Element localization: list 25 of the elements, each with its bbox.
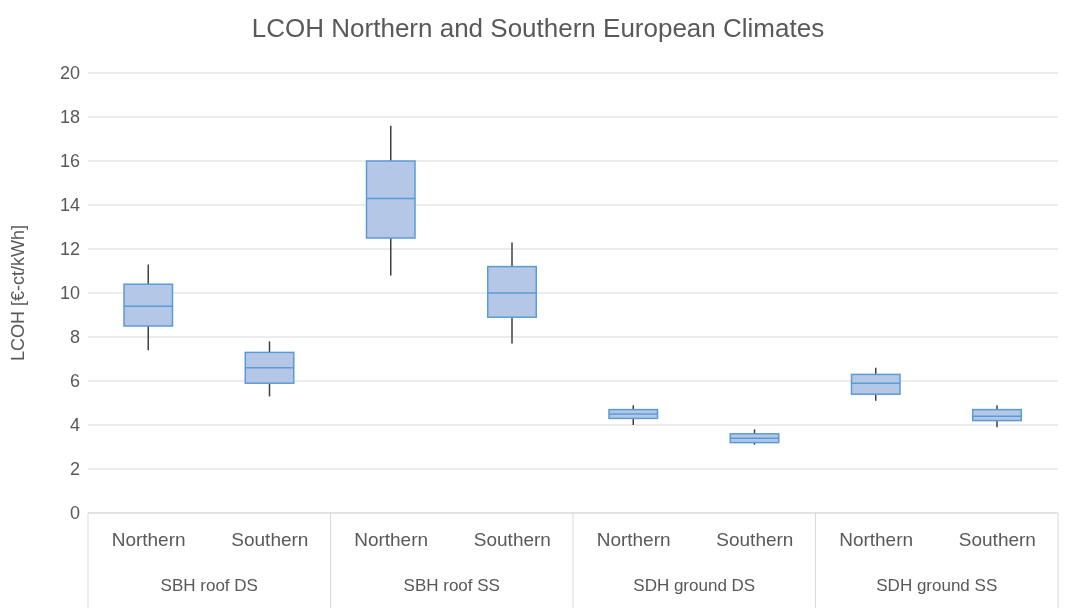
text: SDH ground DS — [633, 576, 756, 595]
text: SBH roof SS — [403, 576, 500, 595]
y-tick-label: 10 — [59, 283, 80, 304]
y-tick-label: 4 — [69, 415, 80, 436]
text: SBH roof DS — [160, 576, 258, 595]
y-tick-label: 8 — [69, 327, 80, 348]
x-tick-label: Northern — [354, 529, 429, 550]
y-tick-label: 18 — [59, 107, 80, 128]
y-tick-label: 20 — [59, 63, 80, 84]
y-tick-label: 2 — [69, 459, 80, 480]
y-tick-label: 16 — [59, 151, 80, 172]
text: SDH ground SS — [876, 576, 998, 595]
chart-title: LCOH Northern and Southern European Climates — [250, 12, 826, 45]
y-axis-title: LCOH [€-ct/kWh] — [8, 224, 29, 362]
x-tick-label: Northern — [111, 529, 186, 550]
x-tick-label: Southern — [716, 529, 794, 550]
y-tick-label: 6 — [69, 371, 80, 392]
x-tick-label: Southern — [473, 529, 551, 550]
y-tick-label: 0 — [69, 503, 80, 524]
y-tick-label: 14 — [59, 195, 80, 216]
x-tick-label: Northern — [839, 529, 914, 550]
x-tick-label: Southern — [231, 529, 309, 550]
y-tick-label: 12 — [59, 239, 80, 260]
x-tick-label: Northern — [596, 529, 671, 550]
x-tick-label: Southern — [958, 529, 1036, 550]
